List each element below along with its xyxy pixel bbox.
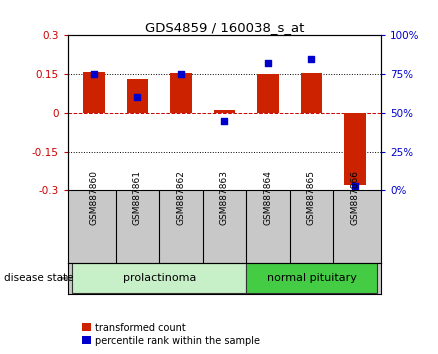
Bar — [83, 72, 105, 113]
Point — [265, 61, 272, 66]
Point — [221, 118, 228, 124]
Text: GSM887863: GSM887863 — [220, 170, 229, 225]
Text: GSM887861: GSM887861 — [133, 170, 142, 225]
Bar — [257, 74, 279, 113]
Point — [134, 95, 141, 100]
Bar — [344, 113, 366, 185]
Bar — [214, 110, 235, 113]
Title: GDS4859 / 160038_s_at: GDS4859 / 160038_s_at — [145, 21, 304, 34]
Bar — [127, 79, 148, 113]
Bar — [170, 73, 192, 113]
Text: GSM887864: GSM887864 — [264, 170, 272, 225]
Text: GSM887862: GSM887862 — [177, 170, 185, 225]
Text: normal pituitary: normal pituitary — [267, 273, 357, 283]
Text: GSM887866: GSM887866 — [350, 170, 360, 225]
Text: prolactinoma: prolactinoma — [123, 273, 196, 283]
Text: GSM887865: GSM887865 — [307, 170, 316, 225]
Point — [91, 72, 98, 77]
Bar — [246, 263, 377, 293]
Point — [308, 56, 315, 62]
Point — [351, 183, 358, 189]
Text: disease state: disease state — [4, 273, 74, 283]
Point — [177, 72, 184, 77]
Legend: transformed count, percentile rank within the sample: transformed count, percentile rank withi… — [81, 323, 260, 346]
Text: GSM887860: GSM887860 — [89, 170, 99, 225]
Bar — [72, 263, 246, 293]
Bar — [300, 73, 322, 113]
